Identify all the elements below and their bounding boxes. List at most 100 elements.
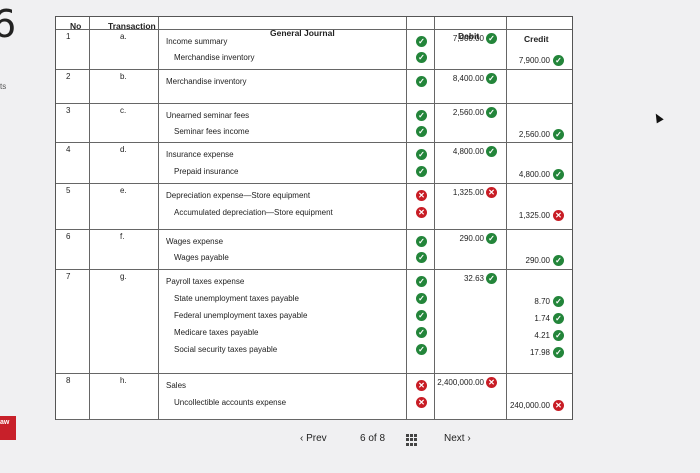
current-page: 6 [360, 433, 366, 444]
account-field[interactable]: Uncollectible accounts expense [174, 398, 287, 407]
credit-status-check-icon: ✓ [553, 296, 564, 307]
account-status-check-icon: ✓ [416, 344, 427, 355]
debit-status-check-icon: ✓ [486, 107, 497, 118]
account-status-cross-icon: ✕ [416, 380, 427, 391]
account-status-check-icon: ✓ [416, 52, 427, 63]
debit-status-check-icon: ✓ [486, 273, 497, 284]
transaction-letter: c. [120, 106, 127, 115]
row-number: 7 [66, 272, 71, 281]
prev-button[interactable]: ‹ Prev [300, 433, 327, 444]
debit-amount[interactable]: 2,400,000.00 [437, 378, 484, 387]
account-field[interactable]: Wages expense [166, 237, 224, 246]
transaction-letter: h. [120, 376, 127, 385]
debit-status-check-icon: ✓ [486, 233, 497, 244]
account-field[interactable]: Social security taxes payable [174, 345, 278, 354]
header-transaction: Transaction [108, 21, 156, 31]
account-field[interactable]: Accumulated depreciation—Store equipment [174, 208, 333, 217]
account-field[interactable]: Medicare taxes payable [174, 328, 259, 337]
account-status-check-icon: ✓ [416, 110, 427, 121]
debit-status-cross-icon: ✕ [486, 187, 497, 198]
chevron-left-icon: ‹ [300, 433, 304, 444]
account-status-cross-icon: ✕ [416, 190, 427, 201]
credit-amount[interactable]: 8.70 [534, 297, 550, 306]
credit-amount[interactable]: 1.74 [534, 314, 550, 323]
debit-status-check-icon: ✓ [486, 146, 497, 157]
credit-status-cross-icon: ✕ [553, 210, 564, 221]
account-field[interactable]: Sales [166, 381, 187, 390]
account-field[interactable]: Payroll taxes expense [166, 277, 245, 286]
account-status-check-icon: ✓ [416, 125, 427, 137]
row-divider [56, 229, 572, 230]
step-number: 6 [0, 2, 17, 46]
account-field[interactable]: Depreciation expense—Store equipment [166, 191, 311, 200]
row-number: 2 [66, 72, 71, 81]
credit-amount[interactable]: 17.98 [529, 348, 550, 357]
account-field[interactable]: Merchandise inventory [174, 53, 255, 62]
debit-status-check-icon: ✓ [486, 33, 497, 44]
credit-amount[interactable]: 4.21 [534, 331, 550, 340]
debit-amount[interactable]: 290.00 [459, 234, 484, 243]
credit-status-check-icon: ✓ [553, 313, 564, 324]
credit-amount[interactable]: 1,325.00 [518, 211, 550, 220]
account-field[interactable]: Wages payable [174, 253, 229, 262]
transaction-letter: a. [120, 32, 127, 41]
next-button[interactable]: Next › [444, 433, 471, 444]
row-divider [56, 419, 572, 420]
account-field[interactable]: Income summary [166, 37, 228, 46]
account-status-check-icon: ✓ [416, 36, 427, 47]
debit-status-cross-icon: ✕ [486, 377, 497, 388]
account-status-check-icon: ✓ [416, 310, 427, 321]
credit-amount[interactable]: 4,800.00 [518, 169, 550, 179]
column-divider [506, 17, 507, 419]
credit-status-check-icon: ✓ [553, 128, 564, 140]
account-field[interactable]: Seminar fees income [174, 126, 250, 136]
credit-amount[interactable]: 2,560.00 [518, 129, 550, 139]
credit-status-check-icon: ✓ [553, 347, 564, 358]
account-field[interactable]: Federal unemployment taxes payable [174, 311, 308, 320]
grid-menu-icon[interactable] [406, 434, 418, 446]
debit-amount[interactable]: 2,560.00 [452, 108, 484, 117]
row-divider [56, 103, 572, 104]
debit-status-check-icon: ✓ [486, 73, 497, 84]
next-label: Next [444, 433, 465, 444]
credit-status-check-icon: ✓ [553, 255, 564, 266]
credit-amount[interactable]: 290.00 [525, 256, 550, 265]
account-field[interactable]: Insurance expense [166, 150, 234, 159]
row-divider [56, 373, 572, 374]
header-credit: Credit [524, 34, 549, 44]
account-status-check-icon: ✓ [416, 165, 427, 177]
row-divider [56, 183, 572, 184]
chevron-right-icon: › [467, 433, 471, 444]
column-divider [434, 17, 435, 419]
account-field[interactable]: Unearned seminar fees [166, 111, 250, 120]
column-divider [89, 17, 90, 419]
total-pages: 8 [379, 433, 386, 444]
debit-amount[interactable]: 7,900.00 [452, 34, 484, 43]
credit-amount[interactable]: 7,900.00 [518, 56, 550, 65]
mouse-cursor-icon [652, 111, 664, 124]
account-field[interactable]: Prepaid insurance [174, 166, 239, 176]
account-status-cross-icon: ✕ [416, 207, 427, 218]
debit-amount[interactable]: 4,800.00 [452, 147, 484, 156]
account-field[interactable]: Merchandise inventory [166, 77, 247, 86]
row-number: 5 [66, 186, 71, 195]
row-number: 6 [66, 232, 71, 241]
row-divider [56, 269, 572, 270]
debit-amount[interactable]: 8,400.00 [452, 74, 484, 83]
of-label: of [368, 433, 377, 444]
debit-amount[interactable]: 1,325.00 [452, 188, 484, 197]
debit-amount[interactable]: 32.63 [463, 274, 484, 283]
credit-status-check-icon: ✓ [553, 55, 564, 66]
account-field[interactable]: State unemployment taxes payable [174, 294, 299, 303]
prev-label: Prev [306, 433, 327, 444]
transaction-letter: d. [120, 145, 127, 154]
row-number: 1 [66, 32, 71, 41]
account-status-check-icon: ✓ [416, 149, 427, 160]
header-no: No [70, 21, 82, 31]
account-status-check-icon: ✓ [416, 276, 427, 287]
credit-amount[interactable]: 240,000.00 [509, 401, 550, 410]
account-status-check-icon: ✓ [416, 293, 427, 304]
transaction-letter: b. [120, 72, 127, 81]
row-divider [56, 29, 572, 30]
header-debit: Debit [458, 31, 480, 41]
